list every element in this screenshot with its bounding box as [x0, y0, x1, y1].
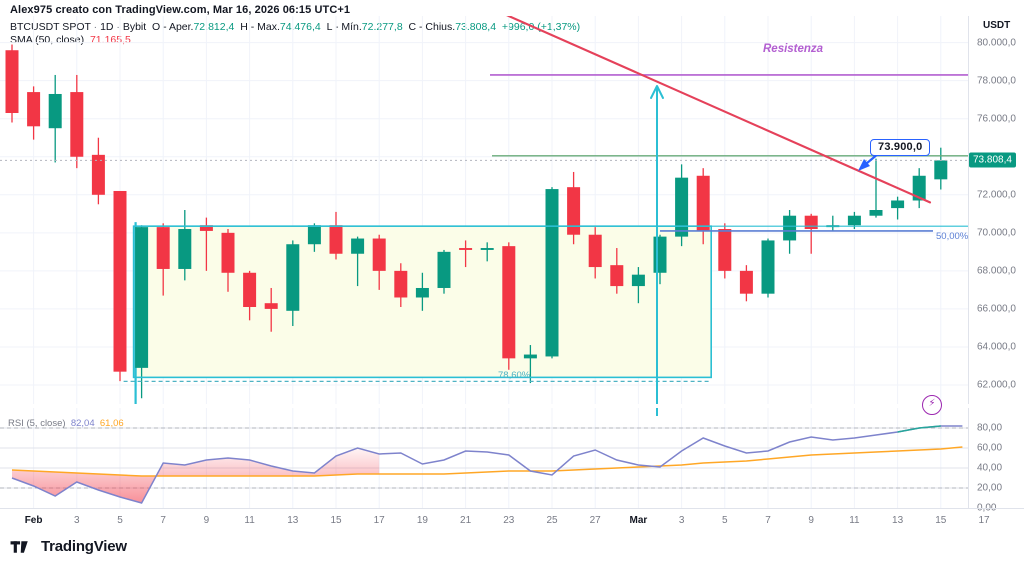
price-callout-label[interactable]: 73.900,0	[870, 139, 931, 156]
tradingview-mark-icon	[10, 540, 28, 553]
time-axis-tick: 23	[503, 515, 515, 526]
time-axis-tick: 9	[808, 515, 814, 526]
price-axis-tick: 76.000,0	[977, 113, 1016, 125]
rsi-axis[interactable]: 80,00 60,00 40,00 20,00 0,00	[968, 408, 1024, 514]
legend-separator-2: ·	[113, 21, 123, 33]
legend-open-value: 72.812,4	[193, 21, 235, 33]
time-axis-tick: 11	[244, 515, 255, 526]
time-axis-tick: 7	[765, 515, 771, 526]
price-axis-tick: 62.000,0	[977, 379, 1016, 391]
current-price-tag[interactable]: 73.808,4	[969, 152, 1016, 168]
price-axis-title: USDT	[983, 20, 1011, 31]
price-axis-tick: 64.000,0	[977, 341, 1016, 353]
legend-symbol[interactable]: BTCUSDT SPOT	[10, 21, 91, 33]
fib-50-label: 50,00%	[936, 231, 969, 242]
price-pane[interactable]	[0, 16, 968, 404]
rsi-legend-name[interactable]: RSI (5, close)	[8, 418, 66, 429]
price-axis[interactable]: USDT 80.000,078.000,076.000,074.000,072.…	[968, 16, 1024, 404]
candlestick-plot	[0, 16, 968, 404]
time-axis-tick: 27	[589, 515, 601, 526]
price-axis-tick: 70.000,0	[977, 227, 1016, 239]
lightning-bolt-icon[interactable]: ⚡	[922, 395, 942, 415]
price-axis-tick: 72.000,0	[977, 189, 1016, 201]
rsi-pane[interactable]	[0, 408, 968, 508]
time-axis-tick: 3	[678, 515, 685, 526]
time-axis-tick: 17	[978, 515, 990, 526]
rsi-legend-value-signal: 61,06	[99, 418, 124, 429]
rsi-legend-value-main: 82,04	[70, 418, 95, 429]
legend-low-value: 72.277,8	[361, 21, 403, 33]
price-axis-tick: 78.000,0	[977, 75, 1016, 87]
time-axis[interactable]: Feb 3 5 7 9 11 13 15 17 19 21 23 25 27 Mar 3 5 7 9 11 13 15 17	[0, 508, 1024, 533]
time-axis-tick: 25	[546, 515, 558, 526]
price-axis-tick: 66.000,0	[977, 303, 1016, 315]
time-axis-tick: 15	[330, 515, 342, 526]
legend-high-label: H - Max.	[240, 21, 280, 33]
rsi-axis-tick: 40,00	[977, 462, 1003, 474]
fib-786-label: 78,60%	[498, 370, 531, 381]
time-axis-tick: 13	[287, 515, 299, 526]
resistance-label: Resistenza	[763, 43, 824, 55]
time-axis-tick: 9	[203, 515, 210, 526]
time-axis-tick: Mar	[629, 515, 648, 526]
time-axis-tick: 7	[160, 515, 166, 526]
time-axis-tick: 15	[935, 515, 947, 526]
rsi-axis-tick: 80,00	[977, 422, 1003, 434]
time-axis-tick: 19	[416, 515, 428, 526]
legend-exchange: Bybit	[122, 21, 147, 33]
time-axis-tick: 13	[892, 515, 904, 526]
rsi-axis-tick: 60,00	[977, 442, 1003, 454]
time-axis-tick: 17	[373, 515, 385, 526]
legend-high-value: 74.476,4	[279, 21, 321, 33]
rsi-plot	[0, 408, 968, 508]
tradingview-wordmark: TradingView	[41, 538, 127, 555]
time-axis-tick: 3	[74, 515, 80, 526]
price-axis-tick: 80.000,0	[977, 37, 1016, 49]
tradingview-logo: TradingView	[10, 538, 127, 555]
rsi-legend: RSI (5, close) 82,04 61,06	[8, 418, 124, 429]
legend-close-label: C - Chius.	[408, 21, 456, 33]
time-axis-tick: 5	[117, 515, 123, 526]
legend-low-label: L - Mín.	[326, 21, 362, 33]
time-axis-tick: 5	[722, 515, 728, 526]
time-axis-tick: 11	[849, 515, 860, 526]
legend-change: +996,0 (+1,37%)	[501, 21, 581, 33]
legend-open-label: O - Aper.	[152, 21, 194, 33]
watermark-text: Alex975 creato con TradingView.com, Mar …	[10, 4, 351, 16]
rsi-axis-tick: 20,00	[977, 482, 1003, 494]
time-axis-tick: 21	[460, 515, 472, 526]
legend-separator-1: ·	[90, 21, 101, 33]
price-axis-tick: 68.000,0	[977, 265, 1016, 277]
legend-interval[interactable]: 1D	[100, 21, 114, 33]
time-axis-tick: Feb	[24, 515, 43, 526]
